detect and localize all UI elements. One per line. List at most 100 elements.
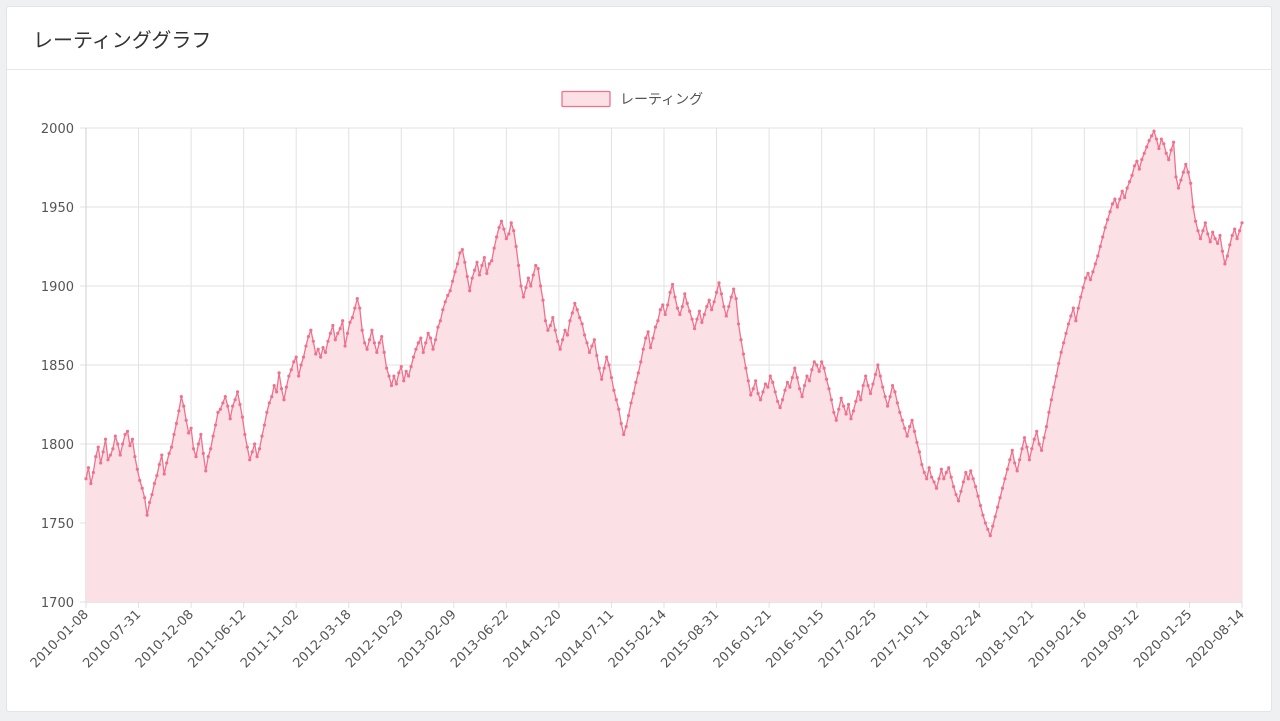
data-point[interactable] [944, 470, 948, 475]
data-point[interactable] [922, 470, 926, 475]
data-point[interactable] [768, 374, 772, 378]
data-point[interactable] [1220, 249, 1225, 253]
data-point[interactable] [133, 455, 137, 459]
data-point[interactable] [316, 347, 320, 351]
data-point[interactable] [861, 383, 865, 388]
data-point[interactable] [328, 331, 332, 335]
data-point[interactable] [189, 426, 193, 430]
data-point[interactable] [947, 466, 951, 470]
data-point[interactable] [546, 328, 550, 332]
data-point[interactable] [358, 306, 362, 310]
data-point[interactable] [1101, 235, 1105, 239]
data-point[interactable] [250, 450, 254, 454]
data-point[interactable] [639, 360, 643, 364]
data-point[interactable] [321, 346, 325, 350]
data-point[interactable] [380, 334, 384, 339]
data-point[interactable] [609, 376, 614, 380]
data-point[interactable] [949, 475, 953, 479]
data-point[interactable] [360, 328, 364, 332]
data-point[interactable] [582, 333, 587, 337]
data-point[interactable] [262, 423, 267, 427]
data-point[interactable] [930, 475, 934, 479]
data-point[interactable] [1132, 164, 1137, 168]
data-point[interactable] [1000, 486, 1005, 490]
data-point[interactable] [365, 347, 369, 351]
data-point[interactable] [890, 383, 895, 388]
data-point[interactable] [326, 339, 330, 343]
data-point[interactable] [964, 470, 968, 475]
data-point[interactable] [1193, 219, 1198, 223]
data-point[interactable] [1115, 205, 1119, 209]
data-point[interactable] [441, 308, 445, 312]
data-point[interactable] [341, 319, 345, 323]
data-point[interactable] [485, 271, 489, 275]
data-point[interactable] [455, 262, 460, 266]
data-point[interactable] [908, 425, 912, 429]
data-point[interactable] [954, 492, 958, 497]
data-point[interactable] [187, 431, 191, 435]
data-point[interactable] [1018, 458, 1022, 462]
data-point[interactable] [1233, 227, 1237, 231]
data-point[interactable] [832, 410, 836, 414]
data-point[interactable] [646, 330, 650, 334]
data-point[interactable] [876, 363, 880, 367]
data-point[interactable] [817, 369, 821, 373]
data-point[interactable] [1145, 145, 1149, 149]
data-point[interactable] [795, 376, 799, 380]
data-point[interactable] [350, 316, 354, 320]
data-point[interactable] [426, 331, 430, 335]
data-point[interactable] [524, 285, 528, 290]
data-point[interactable] [260, 434, 264, 438]
data-point[interactable] [470, 276, 474, 280]
data-point[interactable] [460, 248, 464, 252]
data-point[interactable] [397, 371, 401, 375]
data-point[interactable] [1054, 374, 1058, 378]
data-point[interactable] [160, 453, 164, 457]
data-point[interactable] [998, 496, 1002, 500]
data-point[interactable] [680, 304, 684, 309]
data-point[interactable] [1039, 448, 1044, 452]
data-point[interactable] [827, 387, 831, 391]
data-point[interactable] [707, 298, 711, 302]
data-point[interactable] [1164, 151, 1168, 155]
data-point[interactable] [1008, 458, 1012, 462]
data-point[interactable] [868, 391, 873, 396]
data-point[interactable] [790, 376, 794, 380]
data-point[interactable] [822, 366, 826, 370]
data-point[interactable] [1098, 244, 1102, 249]
data-point[interactable] [1215, 241, 1220, 245]
data-point[interactable] [211, 434, 215, 438]
data-point[interactable] [179, 395, 183, 399]
data-point[interactable] [570, 311, 574, 315]
data-point[interactable] [1206, 232, 1210, 236]
data-point[interactable] [756, 391, 760, 396]
data-point[interactable] [864, 374, 868, 378]
data-point[interactable] [898, 410, 902, 414]
data-point[interactable] [702, 312, 706, 317]
data-point[interactable] [714, 290, 719, 294]
data-point[interactable] [507, 232, 511, 236]
data-point[interactable] [1186, 170, 1190, 174]
data-point[interactable] [661, 303, 665, 307]
data-point[interactable] [754, 379, 758, 383]
data-point[interactable] [1203, 221, 1207, 225]
data-point[interactable] [776, 399, 780, 403]
data-point[interactable] [108, 453, 113, 457]
data-point[interactable] [111, 447, 115, 451]
data-point[interactable] [1130, 173, 1134, 177]
data-point[interactable] [763, 382, 768, 386]
data-point[interactable] [886, 404, 890, 408]
data-point[interactable] [656, 319, 660, 323]
data-point[interactable] [648, 346, 653, 350]
data-point[interactable] [1105, 218, 1110, 222]
data-point[interactable] [780, 398, 785, 402]
data-point[interactable] [854, 399, 858, 403]
data-point[interactable] [578, 316, 582, 320]
data-point[interactable] [306, 334, 310, 339]
data-point[interactable] [602, 366, 606, 370]
data-point[interactable] [265, 410, 269, 414]
data-point[interactable] [688, 309, 692, 313]
data-point[interactable] [497, 225, 501, 230]
data-point[interactable] [881, 385, 885, 389]
data-point[interactable] [279, 387, 284, 391]
